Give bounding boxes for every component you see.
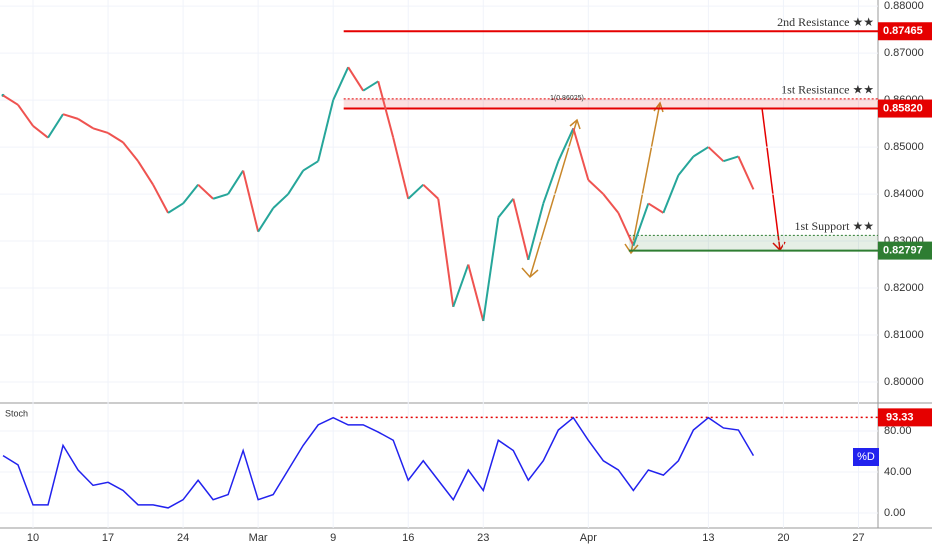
- price-segment: [62, 113, 79, 120]
- y-tick-label: 0.85000: [884, 141, 924, 153]
- y-tick-label: 0.80000: [884, 376, 924, 388]
- price-segment: [332, 66, 350, 101]
- price-segment: [392, 137, 410, 200]
- price-segment: [257, 207, 274, 233]
- level-name: 1st Resistance ★★: [781, 83, 874, 97]
- price-segment: [122, 141, 139, 162]
- arrow-head: [569, 118, 581, 130]
- price-segment: [317, 99, 335, 162]
- x-tick-label: 27: [852, 532, 864, 544]
- x-tick-label: 20: [777, 532, 789, 544]
- price-segment: [362, 80, 379, 92]
- arrow: [529, 119, 578, 278]
- price-segment: [347, 66, 365, 92]
- x-tick-label: 16: [402, 532, 414, 544]
- price-label: 0.87465: [883, 25, 923, 37]
- level-name: 2nd Resistance ★★: [777, 15, 874, 29]
- price-label-box: [878, 241, 932, 260]
- price-segment: [692, 146, 709, 158]
- price-segment: [677, 155, 695, 176]
- arrow: [761, 107, 781, 251]
- price-label: 0.82797: [883, 245, 923, 257]
- zone-label: 1(0.86025): [550, 95, 584, 102]
- price-segment: [137, 160, 154, 186]
- price-label-box: [878, 99, 932, 118]
- y-tick-label: 0.88000: [884, 0, 924, 12]
- x-tick-label: 13: [702, 532, 714, 544]
- price-segment: [617, 212, 635, 247]
- price-segment: [587, 179, 605, 195]
- legend-label: %D: [857, 451, 875, 463]
- price-segment: [452, 264, 470, 308]
- price-segment: [662, 174, 680, 214]
- price-segment: [47, 113, 64, 139]
- price-segment: [542, 160, 560, 204]
- y-tick-label: 0.82000: [884, 282, 924, 294]
- level-zone: [343, 98, 878, 109]
- price-segment: [2, 94, 19, 106]
- indicator-label: Stoch: [5, 408, 28, 418]
- y-tick-label: 40.00: [884, 466, 912, 478]
- arrow: [630, 102, 661, 254]
- price-segment: [557, 127, 575, 162]
- price-segment: [272, 193, 289, 209]
- price-segment: [32, 125, 49, 139]
- x-tick-label: 9: [330, 532, 336, 544]
- arrow-head: [624, 243, 639, 255]
- x-tick-label: Mar: [249, 532, 268, 544]
- price-segment: [632, 203, 650, 247]
- price-segment: [287, 170, 305, 195]
- price-segment: [422, 183, 439, 200]
- legend-box: [853, 448, 879, 466]
- price-segment: [77, 118, 94, 130]
- price-label: 0.85820: [883, 102, 923, 114]
- price-segment: [212, 193, 229, 200]
- arrow-head: [521, 267, 539, 279]
- level-zone: [628, 235, 878, 251]
- price-label-box: [878, 22, 932, 41]
- price-segment: [302, 160, 319, 172]
- price-label: 93.33: [886, 411, 914, 423]
- price-segment: [107, 132, 124, 144]
- price-segment: [572, 128, 590, 181]
- price-segment: [527, 203, 545, 261]
- level-name: 1st Support ★★: [794, 219, 874, 233]
- y-tick-label: 0.00: [884, 507, 905, 519]
- price-segment: [497, 198, 515, 219]
- price-segment: [707, 146, 725, 162]
- price-segment: [647, 202, 664, 214]
- y-tick-label: 0.81000: [884, 329, 924, 341]
- stoch-line: [2, 416, 755, 509]
- x-tick-label: 17: [102, 532, 114, 544]
- price-label-box: [878, 408, 932, 427]
- price-segment: [167, 202, 184, 214]
- price-segment: [92, 127, 109, 134]
- price-segment: [437, 198, 455, 307]
- price-segment: [407, 183, 424, 200]
- price-segment: [737, 156, 755, 190]
- x-tick-label: Apr: [580, 532, 597, 544]
- price-segment: [152, 184, 169, 214]
- price-segment: [377, 81, 395, 138]
- price-segment: [242, 170, 260, 232]
- price-segment: [723, 155, 739, 163]
- price-segment: [17, 104, 34, 127]
- x-tick-label: 10: [27, 532, 39, 544]
- price-segment: [467, 264, 485, 322]
- x-tick-label: 24: [177, 532, 189, 544]
- price-segment: [482, 217, 500, 322]
- y-tick-label: 0.84000: [884, 188, 924, 200]
- y-tick-label: 80.00: [884, 425, 912, 437]
- y-tick-label: 0.87000: [884, 47, 924, 59]
- price-segment: [227, 170, 244, 195]
- price-segment: [602, 193, 620, 214]
- price-segment: [182, 184, 199, 205]
- price-segment: [512, 198, 530, 261]
- price-segment: [197, 183, 214, 200]
- x-tick-label: 23: [477, 532, 489, 544]
